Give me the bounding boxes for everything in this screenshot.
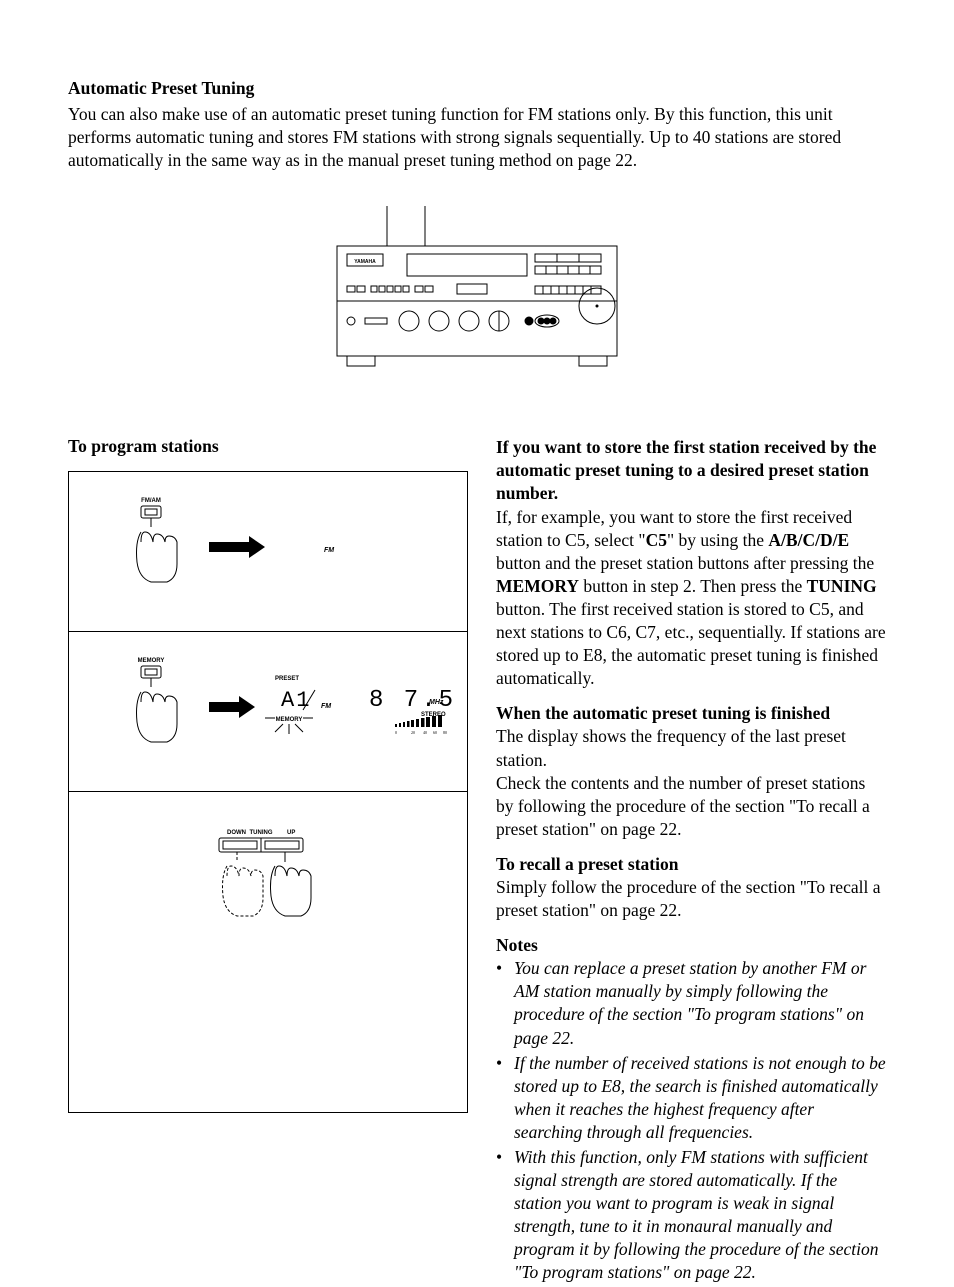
step-3-cell: DOWN TUNING UP: [69, 792, 467, 1112]
step-2-cell: MEMORY PRESET A1 FM: [69, 632, 467, 792]
memory-under-label: MEMORY: [276, 717, 303, 723]
memory-label: MEMORY: [138, 658, 165, 664]
down-label: DOWN: [227, 830, 246, 836]
note-2: If the number of received stations is no…: [496, 1052, 886, 1144]
p1-text-c: button and the preset station buttons af…: [496, 553, 874, 573]
preset-value: A1: [281, 688, 311, 713]
program-steps-box: FM/AM FM: [68, 471, 468, 1113]
section-heading: Automatic Preset Tuning: [68, 78, 886, 99]
intro-paragraph: You can also make use of an automatic pr…: [68, 103, 886, 172]
svg-text:40: 40: [423, 730, 427, 735]
tuning-label: TUNING: [250, 830, 273, 836]
abcde-bold: A/B/C/D/E: [768, 530, 849, 550]
brand-label: YAMAHA: [354, 259, 376, 265]
note-1: You can replace a preset station by anot…: [496, 957, 886, 1049]
preset-label: PRESET: [275, 676, 299, 682]
up-label: UP: [287, 830, 295, 836]
step-1-cell: FM/AM FM: [69, 472, 467, 632]
svg-text:20: 20: [411, 730, 415, 735]
p1-text-b: " by using the: [667, 530, 768, 550]
receiver-unit-diagram: YAMAHA: [317, 206, 637, 376]
recall-heading: To recall a preset station: [496, 854, 678, 874]
store-first-station-block: If you want to store the first station r…: [496, 436, 886, 690]
note-3: With this function, only FM stations wit…: [496, 1146, 886, 1285]
when-finished-body: The display shows the frequency of the l…: [496, 725, 886, 840]
p1-text-e: button. The first received station is st…: [496, 599, 886, 688]
memory-bold: MEMORY: [496, 576, 579, 596]
notes-block: Notes You can replace a preset station b…: [496, 934, 886, 1284]
notes-heading: Notes: [496, 935, 538, 955]
recall-body: Simply follow the procedure of the secti…: [496, 876, 886, 922]
fm-band-label: FM: [324, 547, 334, 554]
program-stations-heading: To program stations: [68, 436, 468, 457]
recall-block: To recall a preset station Simply follow…: [496, 853, 886, 922]
when-finished-block: When the automatic preset tuning is fini…: [496, 702, 886, 841]
c5-bold: C5: [646, 530, 667, 550]
p1-text-d: button in step 2. Then press the: [579, 576, 807, 596]
store-first-heading: If you want to store the first station r…: [496, 437, 876, 503]
tuning-bold: TUNING: [807, 576, 877, 596]
fm-small-label: FM: [321, 703, 331, 710]
svg-text:60: 60: [433, 730, 437, 735]
fmam-label: FM/AM: [141, 498, 161, 504]
svg-text:0: 0: [395, 730, 397, 735]
mhz-label: MHz: [429, 699, 444, 706]
svg-text:80: 80: [443, 730, 447, 735]
when-finished-heading: When the automatic preset tuning is fini…: [496, 703, 830, 723]
